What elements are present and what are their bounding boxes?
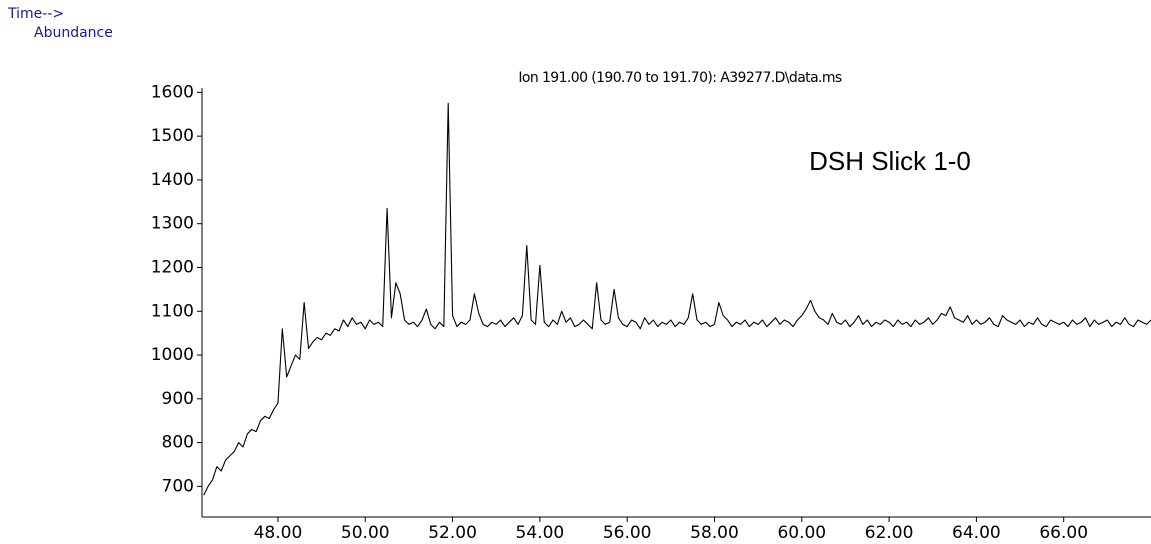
y-tick-label: 1300 — [151, 214, 194, 234]
x-tick-label: 48.00 — [254, 523, 303, 543]
chart-title: Ion 191.00 (190.70 to 191.70): A39277.D\… — [518, 70, 842, 86]
x-tick-label: 50.00 — [341, 523, 390, 543]
x-tick-label: 58.00 — [690, 523, 739, 543]
annotation: DSH Slick 1-0 — [809, 146, 971, 176]
y-tick-label: 1400 — [151, 170, 194, 190]
x-tick-label: 60.00 — [777, 523, 826, 543]
y-tick-label: 1200 — [151, 257, 194, 277]
x-tick-label: 52.00 — [428, 523, 477, 543]
signal-line — [203, 102, 1151, 496]
y-tick-label: 700 — [162, 476, 194, 496]
header-left: Time--> — [7, 6, 64, 22]
x-tick-label: 66.00 — [1039, 523, 1088, 543]
x-tick-label: 54.00 — [516, 523, 565, 543]
x-tick-label: 62.00 — [865, 523, 914, 543]
y-tick-label: 1500 — [151, 126, 194, 146]
y-tick-label: 900 — [162, 389, 194, 409]
y-tick-label: 800 — [162, 433, 194, 453]
y-tick-label: 1600 — [151, 82, 194, 102]
y-axis-label: Abundance — [34, 25, 113, 41]
y-tick-label: 1100 — [151, 301, 194, 321]
y-tick-label: 1000 — [151, 345, 194, 365]
x-tick-label: 64.00 — [952, 523, 1001, 543]
x-tick-label: 56.00 — [603, 523, 652, 543]
